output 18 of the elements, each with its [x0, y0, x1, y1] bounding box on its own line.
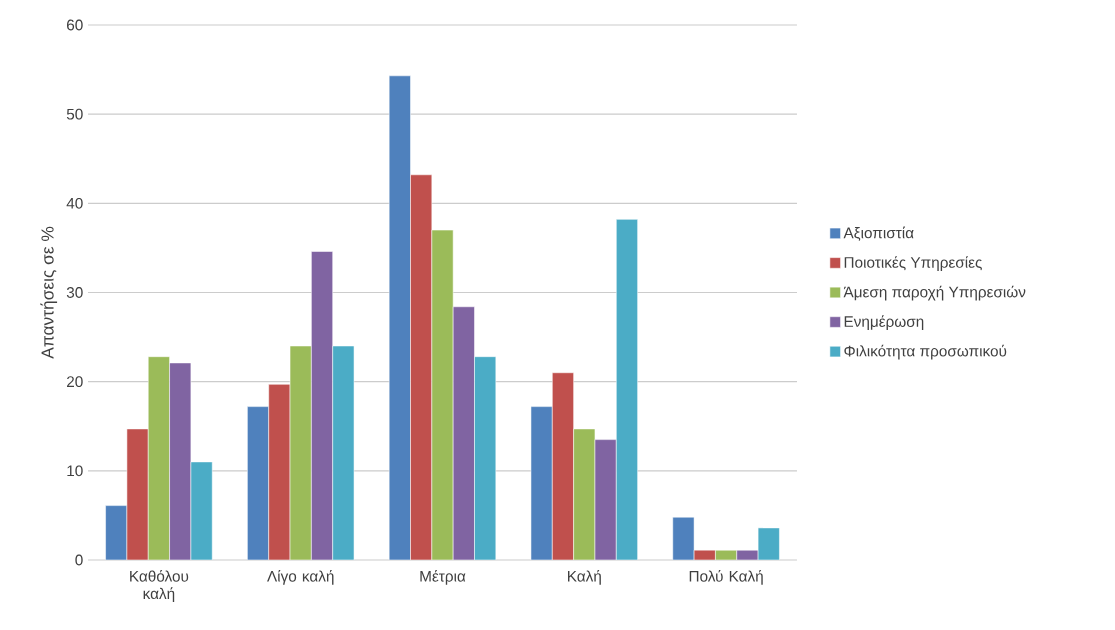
y-tick-label: 50 — [66, 108, 83, 120]
y-tick-label: 60 — [67, 19, 83, 31]
legend-label: Ενημέρωση — [844, 315, 924, 330]
legend-label: Αξιοπιστία — [843, 226, 914, 241]
y-tick-label: 20 — [67, 376, 83, 388]
x-tick-label: Μέτρια — [420, 570, 466, 585]
y-axis-title: Απαντήσεις σε % — [40, 226, 58, 359]
legend-label: Φιλικότητα προσωπικού — [844, 344, 1007, 360]
x-tick-label: Καθόλου καλή — [130, 570, 189, 603]
y-tick-label: 40 — [66, 197, 83, 209]
x-tick-label: Καλή — [568, 570, 601, 585]
y-tick-label: 30 — [66, 287, 83, 298]
x-tick-label: Λίγο καλή — [267, 570, 334, 585]
legend-label: Άμεση παροχή Υπηρεσιών — [843, 285, 1026, 301]
y-tick-label: 0 — [75, 554, 83, 566]
legend-label: Ποιοτικές Υπηρεσίες — [844, 256, 982, 271]
x-tick-label: Πολύ Καλή — [689, 570, 763, 585]
y-tick-label: 10 — [67, 465, 83, 477]
